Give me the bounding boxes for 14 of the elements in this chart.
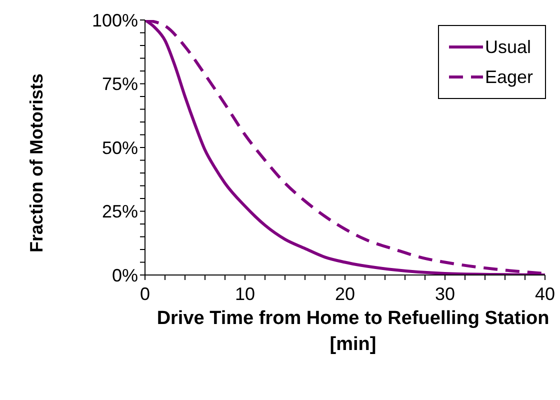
legend-label: Usual [484,36,531,59]
x-tick-label: 30 [434,284,456,304]
x-tick-label: 10 [234,284,256,304]
y-tick-label: 50% [102,138,138,158]
y-tick-label: 75% [102,74,138,94]
y-tick-label: 100% [92,10,138,30]
y-tick-label: 25% [102,202,138,222]
x-axis-title: Drive Time from Home to Refuelling Station [min] [156,307,550,357]
x-tick-label: 40 [534,284,556,304]
x-tick-label: 20 [334,284,356,304]
legend-label: Eager [484,66,533,89]
x-tick-label: 0 [140,284,150,304]
y-tick-label: 0% [112,265,138,286]
y-axis-title: Fraction of Motorists [26,74,46,252]
